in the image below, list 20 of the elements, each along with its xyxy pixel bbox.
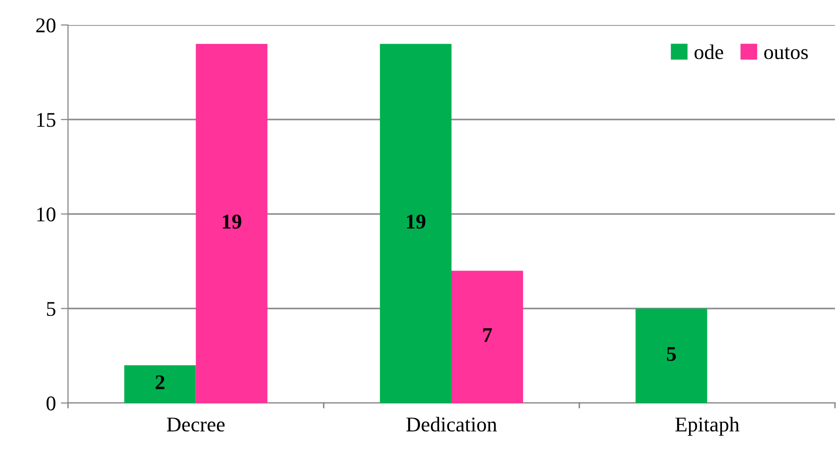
y-tick-label: 0 [46,396,56,410]
data-label: 5 [667,347,676,361]
data-label: 2 [156,375,164,390]
y-tick-label: 5 [46,302,56,316]
legend-label: ode [694,44,724,60]
data-label: 7 [483,328,492,342]
x-tick-label: Epitaph [675,416,740,436]
y-tick-label: 15 [37,112,56,127]
bar [636,308,708,403]
bar [452,270,524,403]
bar [124,365,196,403]
bar [380,44,452,403]
data-label: 19 [222,214,242,229]
y-tick-label: 10 [37,207,56,222]
x-tick-label: Decree [166,418,225,432]
data-label: 19 [406,214,426,229]
legend-label: outos [764,47,808,60]
x-tick-label: Dedication [406,416,497,432]
y-tick-label: 20 [36,18,56,32]
bar [196,44,268,403]
